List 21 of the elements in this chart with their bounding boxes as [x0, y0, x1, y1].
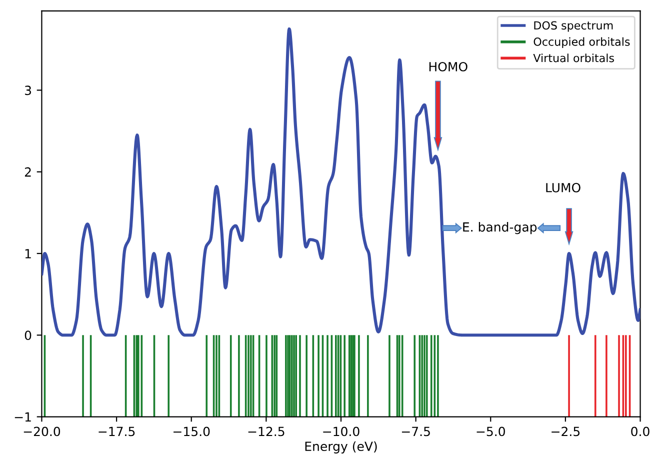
legend-label: Occupied orbitals: [534, 37, 630, 48]
y-tick-label: 3: [25, 86, 32, 96]
annotation: E. band-gap: [463, 222, 537, 234]
x-tick-label: 0.0: [631, 426, 650, 436]
x-tick-label: −5.0: [476, 426, 505, 436]
x-axis-title: Energy (eV): [305, 441, 377, 454]
annotation: LUMO: [546, 182, 580, 192]
y-tick-label: 0: [24, 330, 32, 340]
x-tick-label: −7.5: [402, 426, 430, 436]
legend-label: DOS spectrum: [534, 21, 613, 32]
legend-label: Virtual orbitals: [533, 54, 614, 62]
y-tick-label: 1: [25, 249, 31, 258]
x-tick-label: −12.5: [248, 426, 284, 436]
annotation: HOMO: [429, 62, 468, 72]
x-tick-label: −15.0: [174, 426, 210, 436]
x-tick-label: −2.5: [552, 426, 580, 436]
y-tick-label: −1: [14, 412, 31, 422]
x-tick-label: −10.0: [323, 426, 360, 436]
x-tick-label: −17.5: [98, 426, 135, 436]
y-tick-label: 2: [24, 167, 31, 177]
x-tick-label: −20.0: [24, 426, 60, 436]
